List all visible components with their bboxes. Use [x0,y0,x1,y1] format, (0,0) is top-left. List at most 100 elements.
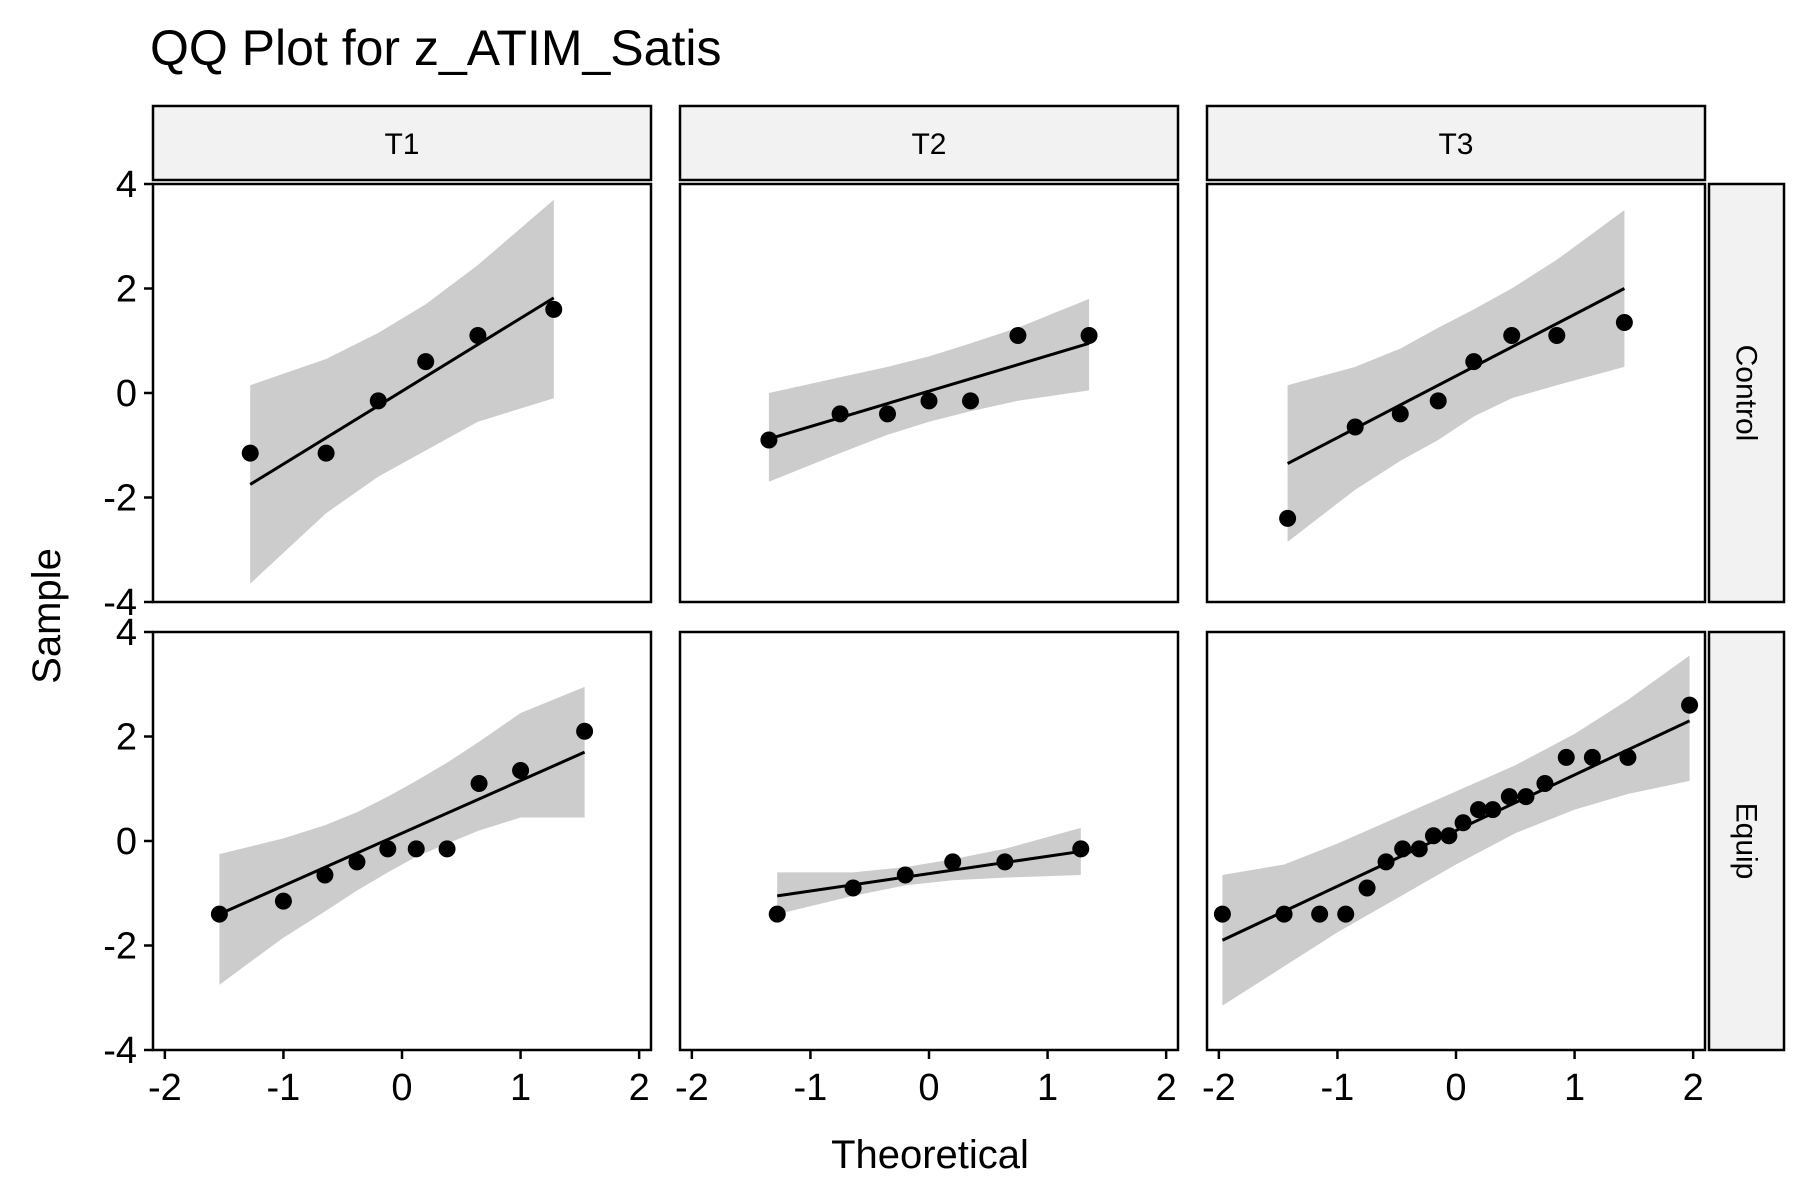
data-point [831,405,849,423]
data-point [470,775,488,793]
y-tick-label: -2 [103,478,137,520]
data-point [944,853,962,871]
y-tick-label: 2 [116,269,137,311]
data-point [469,327,487,345]
y-tick-label: 0 [116,373,137,415]
x-tick-label: -1 [794,1067,828,1109]
data-point [768,905,786,923]
y-axis-title: Sample [25,548,69,684]
panel-control-t2 [678,182,1180,604]
data-point [1358,879,1376,897]
data-point [1681,696,1699,714]
data-point [1615,313,1633,331]
data-point [1410,840,1428,858]
data-point [317,444,335,462]
strip-t1 [151,104,653,182]
y-tick-label: -2 [103,926,137,968]
data-point [407,840,425,858]
strip-control [1707,182,1786,604]
data-point [1557,748,1575,766]
data-point [1429,392,1447,410]
x-tick-label: -2 [1202,1067,1236,1109]
data-point [760,431,778,449]
x-tick-label: 2 [1683,1067,1704,1109]
data-point [1500,788,1518,806]
data-point [1503,327,1521,345]
data-point [879,405,896,423]
data-point [417,353,435,371]
data-point [1548,327,1566,345]
strip-label-control: Control [1730,345,1763,442]
x-tick-label: 1 [1564,1067,1585,1109]
x-tick-label: -1 [1321,1067,1355,1109]
x-axis-title: Theoretical [831,1133,1029,1177]
data-point [1536,775,1554,793]
data-point [1391,405,1409,423]
strip-label-t2: T2 [911,128,946,161]
panel-frame [678,630,1180,1052]
y-tick-label: 0 [116,821,137,863]
data-point [996,853,1014,871]
reference-line [768,341,1090,441]
data-point [844,879,862,897]
reference-line [1221,719,1691,942]
data-point [1465,353,1483,371]
data-point [962,392,979,410]
strip-t3 [1205,104,1707,182]
data-point [512,761,530,779]
data-point [1484,801,1502,819]
strip-label-t3: T3 [1438,128,1473,161]
panel-equip-t1 [151,630,653,1052]
x-tick-label: -1 [267,1067,301,1109]
reference-line [1286,287,1626,465]
x-tick-label: 0 [391,1067,412,1109]
y-tick-label: 4 [116,164,137,206]
data-point [438,840,456,858]
data-point [1080,327,1098,345]
chart-title: QQ Plot for z_ATIM_Satis [150,20,721,76]
x-tick-label: 2 [629,1067,650,1109]
data-point [1311,905,1329,923]
data-point [1619,748,1637,766]
confidence-band [219,686,585,985]
y-tick-label: -4 [103,1030,137,1072]
strip-t2 [678,104,1180,182]
panel-control-t3 [1205,182,1707,604]
panel-control-t1 [151,182,653,604]
strip-label-t1: T1 [384,128,419,161]
data-point [1517,788,1535,806]
data-point [1470,801,1488,819]
x-tick-label: -2 [148,1067,182,1109]
strip-equip [1707,630,1786,1052]
data-point [1072,840,1090,858]
data-point [576,722,594,740]
x-tick-label: 1 [510,1067,531,1109]
data-point [316,866,334,884]
data-point [1424,827,1442,845]
panel-equip-t3 [1205,630,1707,1052]
strip-label-equip: Equip [1730,803,1763,880]
y-tick-label: 4 [116,612,137,654]
x-tick-label: 2 [1156,1067,1177,1109]
data-point [241,444,259,462]
data-point [545,300,563,318]
data-point [1377,853,1395,871]
x-tick-label: 0 [918,1067,939,1109]
y-tick-label: 2 [116,717,137,759]
y-tick-label: -4 [103,582,137,624]
data-point [896,866,914,884]
x-tick-label: -2 [675,1067,709,1109]
data-point [274,892,292,910]
x-tick-label: 1 [1037,1067,1058,1109]
data-point [1213,905,1231,923]
reference-line [777,849,1081,898]
data-point [920,392,938,410]
x-tick-label: 0 [1445,1067,1466,1109]
data-point [369,392,387,410]
data-point [210,905,228,923]
reference-line [218,750,586,916]
reference-line [249,296,555,486]
data-point [1583,748,1601,766]
